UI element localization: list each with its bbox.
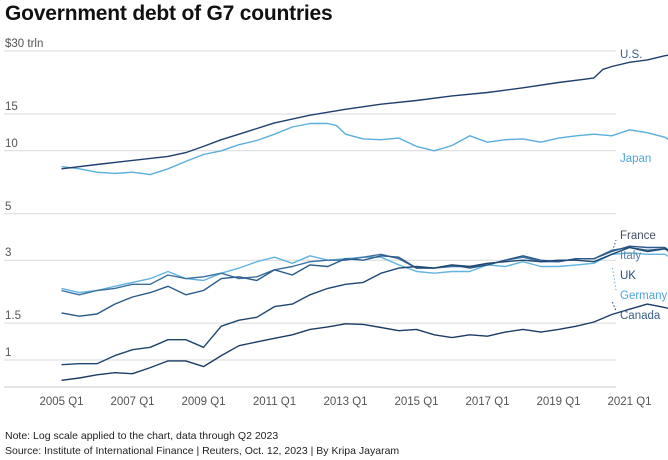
y-tick-1-5: 1.5 [5,310,21,322]
series-line-japan [61,122,668,176]
gridlines [4,50,616,388]
series-line-germany [61,252,668,294]
y-axis-tick-labels: $30 trln 15 10 5 3 1.5 1 [5,38,43,359]
x-tick-2005-q1: 2005 Q1 [39,396,83,408]
legend-label-france: France [620,230,656,242]
legend: U.S. Japan France Italy UK Germany Canada [620,49,668,322]
series-line-france [61,245,668,317]
legend-label-italy: Italy [620,250,641,262]
y-tick-30: $30 trln [5,38,43,50]
series-line-uk [61,246,668,366]
series-line-us. [61,54,668,170]
x-axis-tick-labels: 2005 Q1 2007 Q1 2009 Q1 2011 Q1 2013 Q1 2015 … [39,396,651,408]
legend-label-canada: Canada [620,310,661,322]
legend-leaders [612,239,617,312]
series-line-canada [61,303,668,381]
x-tick-2009-q1: 2009 Q1 [181,396,225,408]
series-lines [61,54,668,381]
chart-title: Government debt of G7 countries [5,2,333,25]
x-tick-2013-q1: 2013 Q1 [323,396,367,408]
x-tick-2007-q1: 2007 Q1 [110,396,154,408]
series-line-italy [61,246,668,296]
y-tick-10: 10 [5,138,18,150]
x-tick-2019-q1: 2019 Q1 [536,396,580,408]
y-tick-3: 3 [5,247,11,259]
x-tick-2017-q1: 2017 Q1 [465,396,509,408]
x-tick-2015-q1: 2015 Q1 [394,396,438,408]
y-tick-1: 1 [5,347,11,359]
debt-line-chart: $30 trln 15 10 5 3 1.5 1 2005 Q1 2007 Q1 2009 Q1… [4,38,668,408]
chart-footer: Note: Log scale applied to the chart, da… [5,429,399,459]
x-tick-2021-q1: 2021 Q1 [607,396,651,408]
legend-label-us.: U.S. [620,49,642,61]
chart-note: Note: Log scale applied to the chart, da… [5,430,279,442]
leader-canada [612,301,617,312]
leader-germany [612,267,617,291]
chart-source: Source: Institute of International Finan… [5,445,400,457]
y-tick-5: 5 [5,201,11,213]
y-tick-15: 15 [5,101,18,113]
x-tick-2011-q1: 2011 Q1 [253,396,296,408]
legend-label-uk: UK [620,270,636,282]
legend-label-japan: Japan [620,153,651,165]
legend-label-germany: Germany [620,290,668,302]
